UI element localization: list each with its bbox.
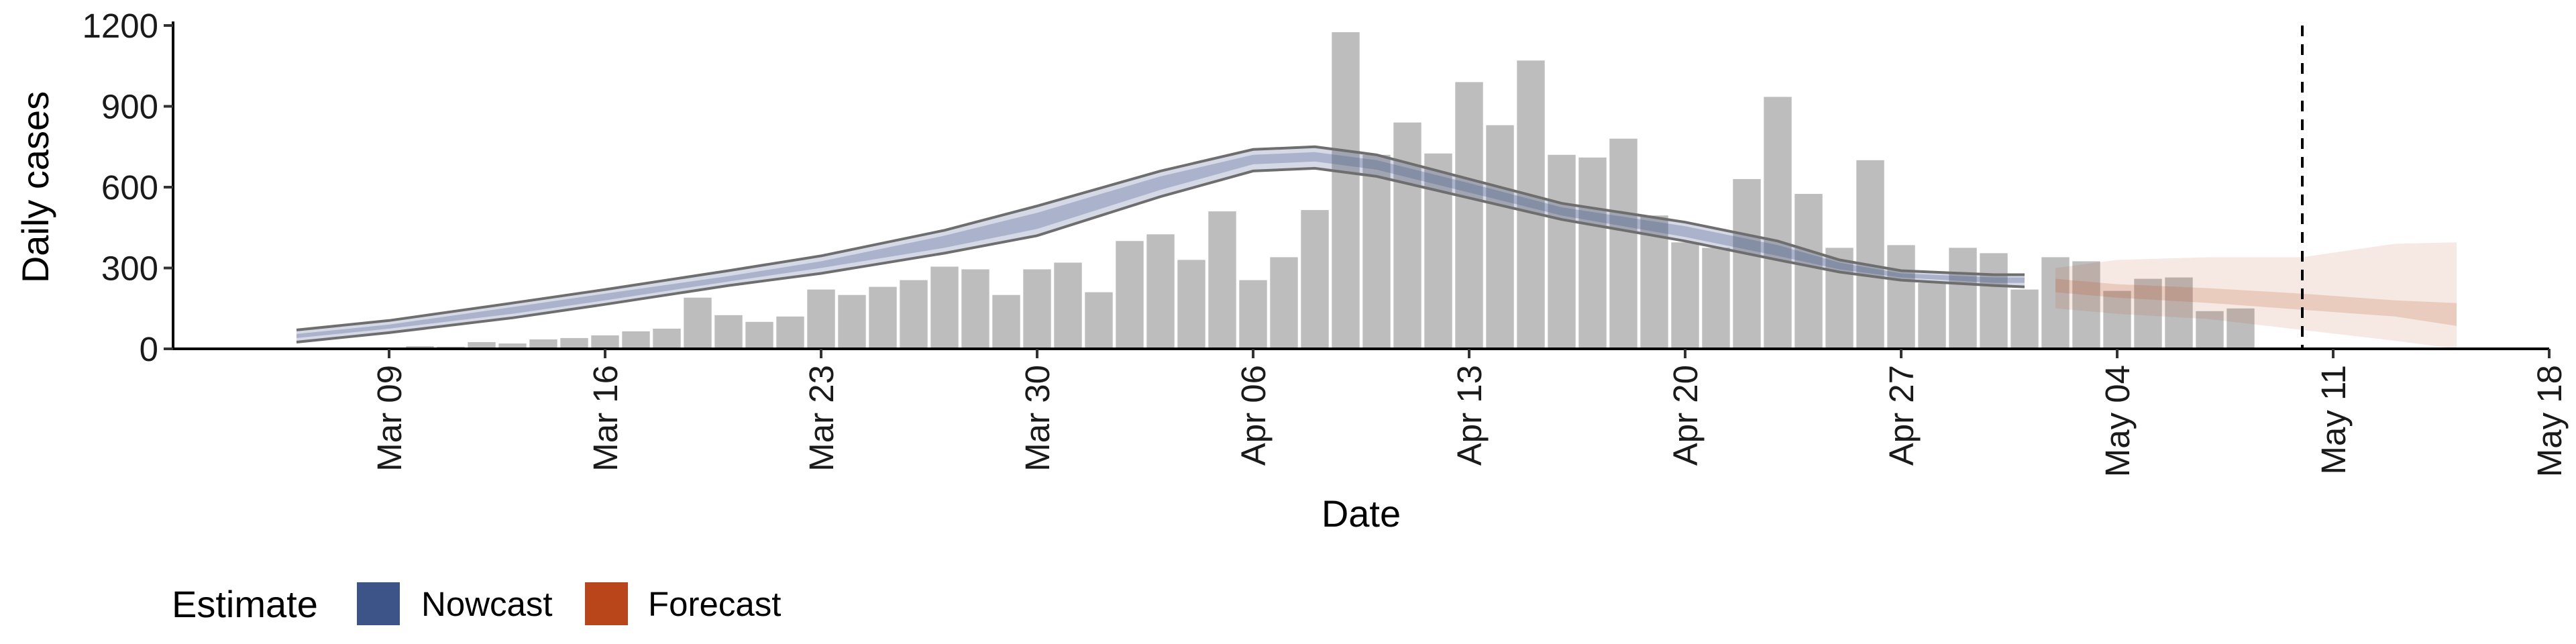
legend-label-forecast: Forecast (648, 585, 781, 623)
bar-2020-03-29 (992, 294, 1020, 349)
bar-2020-04-07 (1270, 257, 1298, 349)
x-tick-label-2020-03-09: Mar 09 (370, 365, 409, 472)
bar-2020-03-13 (498, 343, 527, 349)
x-axis-title: Date (1322, 492, 1401, 535)
bar-2020-04-05 (1208, 211, 1236, 349)
bar-2020-05-01 (2010, 289, 2039, 349)
y-tick-label-600: 600 (101, 168, 158, 207)
bar-2020-03-16 (591, 335, 619, 349)
x-tick-label-2020-05-18: May 18 (2530, 365, 2569, 477)
y-axis-title: Daily cases (14, 91, 56, 283)
bar-2020-04-15 (1517, 60, 1545, 349)
bar-2020-03-17 (622, 331, 650, 349)
bands-layer (296, 145, 2457, 349)
axes-layer (164, 21, 2551, 358)
bar-2020-04-17 (1578, 157, 1607, 350)
nowcast-inner-band (297, 152, 2025, 338)
bar-2020-05-07 (2196, 311, 2224, 349)
bar-2020-03-28 (961, 269, 989, 349)
bar-2020-04-20 (1671, 242, 1699, 349)
bar-2020-05-05 (2134, 278, 2162, 349)
bar-2020-03-19 (684, 297, 712, 349)
legend-swatch-forecast (585, 582, 628, 625)
bar-2020-04-29 (1949, 248, 1977, 349)
bar-2020-03-20 (714, 315, 743, 349)
bar-2020-04-27 (1887, 245, 1915, 349)
bar-2020-04-09 (1332, 32, 1360, 349)
bar-2020-05-06 (2165, 277, 2193, 349)
y-tick-labels: 0 300 600 900 1200 (83, 7, 158, 368)
bar-2020-03-22 (776, 316, 804, 349)
bar-2020-04-22 (1733, 178, 1761, 349)
y-tick-label-300: 300 (101, 250, 158, 288)
nowcast-lower-line (296, 166, 2025, 343)
bar-2020-04-30 (1980, 253, 2008, 349)
x-tick-label-2020-03-23: Mar 23 (802, 365, 841, 472)
bar-2020-03-31 (1054, 262, 1082, 349)
legend-swatch-nowcast (357, 582, 400, 625)
bar-2020-03-21 (745, 321, 773, 349)
x-tick-label-2020-03-30: Mar 30 (1018, 365, 1057, 472)
x-tick-label-2020-04-06: Apr 06 (1234, 365, 1273, 466)
bar-2020-03-24 (838, 294, 866, 349)
x-tick-label-2020-05-11: May 11 (2314, 365, 2353, 474)
x-tick-label-2020-04-27: Apr 27 (1882, 365, 1921, 466)
bar-2020-03-26 (900, 280, 928, 349)
bar-2020-04-02 (1116, 241, 1144, 349)
bar-2020-04-25 (1825, 248, 1854, 349)
legend-title: Estimate (172, 583, 318, 625)
bar-2020-03-12 (468, 342, 496, 349)
bar-2020-04-12 (1424, 153, 1452, 350)
x-tick-labels: Mar 09 Mar 16 Mar 23 Mar 30 Apr 06 Apr 13 Apr … (370, 365, 2569, 477)
bar-2020-04-10 (1362, 154, 1391, 350)
bar-2020-03-23 (807, 289, 835, 349)
bar-2020-03-15 (560, 337, 588, 349)
bar-2020-03-14 (529, 339, 557, 349)
bar-2020-04-06 (1239, 280, 1267, 349)
bar-2020-05-03 (2072, 261, 2100, 349)
bar-2020-03-30 (1023, 269, 1051, 349)
bar-2020-05-02 (2041, 257, 2070, 349)
y-tick-label-0: 0 (140, 330, 158, 368)
bar-2020-03-25 (869, 286, 897, 349)
bar-2020-04-16 (1548, 154, 1576, 350)
bar-2020-04-23 (1764, 97, 1792, 349)
x-tick-label-2020-04-20: Apr 20 (1666, 365, 1705, 466)
bar-2020-03-27 (930, 266, 959, 349)
bar-2020-04-26 (1856, 160, 1884, 350)
bar-2020-04-13 (1455, 82, 1483, 350)
x-tick-label-2020-04-13: Apr 13 (1450, 365, 1489, 466)
bar-2020-04-24 (1794, 194, 1823, 349)
nowcast-upper-line (296, 145, 2025, 331)
bar-2020-04-08 (1301, 210, 1329, 349)
bar-2020-04-11 (1393, 122, 1421, 349)
forecast-inner-band (2055, 278, 2457, 326)
bar-2020-04-18 (1609, 138, 1638, 349)
bar-2020-03-18 (653, 328, 681, 349)
bar-2020-04-04 (1177, 260, 1205, 349)
legend: Estimate Nowcast Forecast (172, 582, 781, 625)
forecast-outer-band (2055, 242, 2457, 349)
bar-2020-04-03 (1146, 234, 1175, 349)
bar-2020-05-04 (2103, 290, 2131, 349)
bar-2020-04-14 (1486, 125, 1514, 349)
bar-2020-04-28 (1918, 282, 1946, 349)
x-tick-label-2020-03-16: Mar 16 (586, 365, 625, 472)
bar-2020-04-21 (1702, 248, 1730, 349)
x-tick-label-2020-05-04: May 04 (2098, 365, 2137, 477)
legend-label-nowcast: Nowcast (421, 585, 553, 623)
bars-layer (282, 32, 2255, 350)
bar-2020-04-01 (1085, 292, 1113, 349)
y-tick-label-1200: 1200 (83, 7, 158, 45)
y-tick-label-900: 900 (101, 88, 158, 126)
bar-2020-05-08 (2226, 308, 2255, 350)
